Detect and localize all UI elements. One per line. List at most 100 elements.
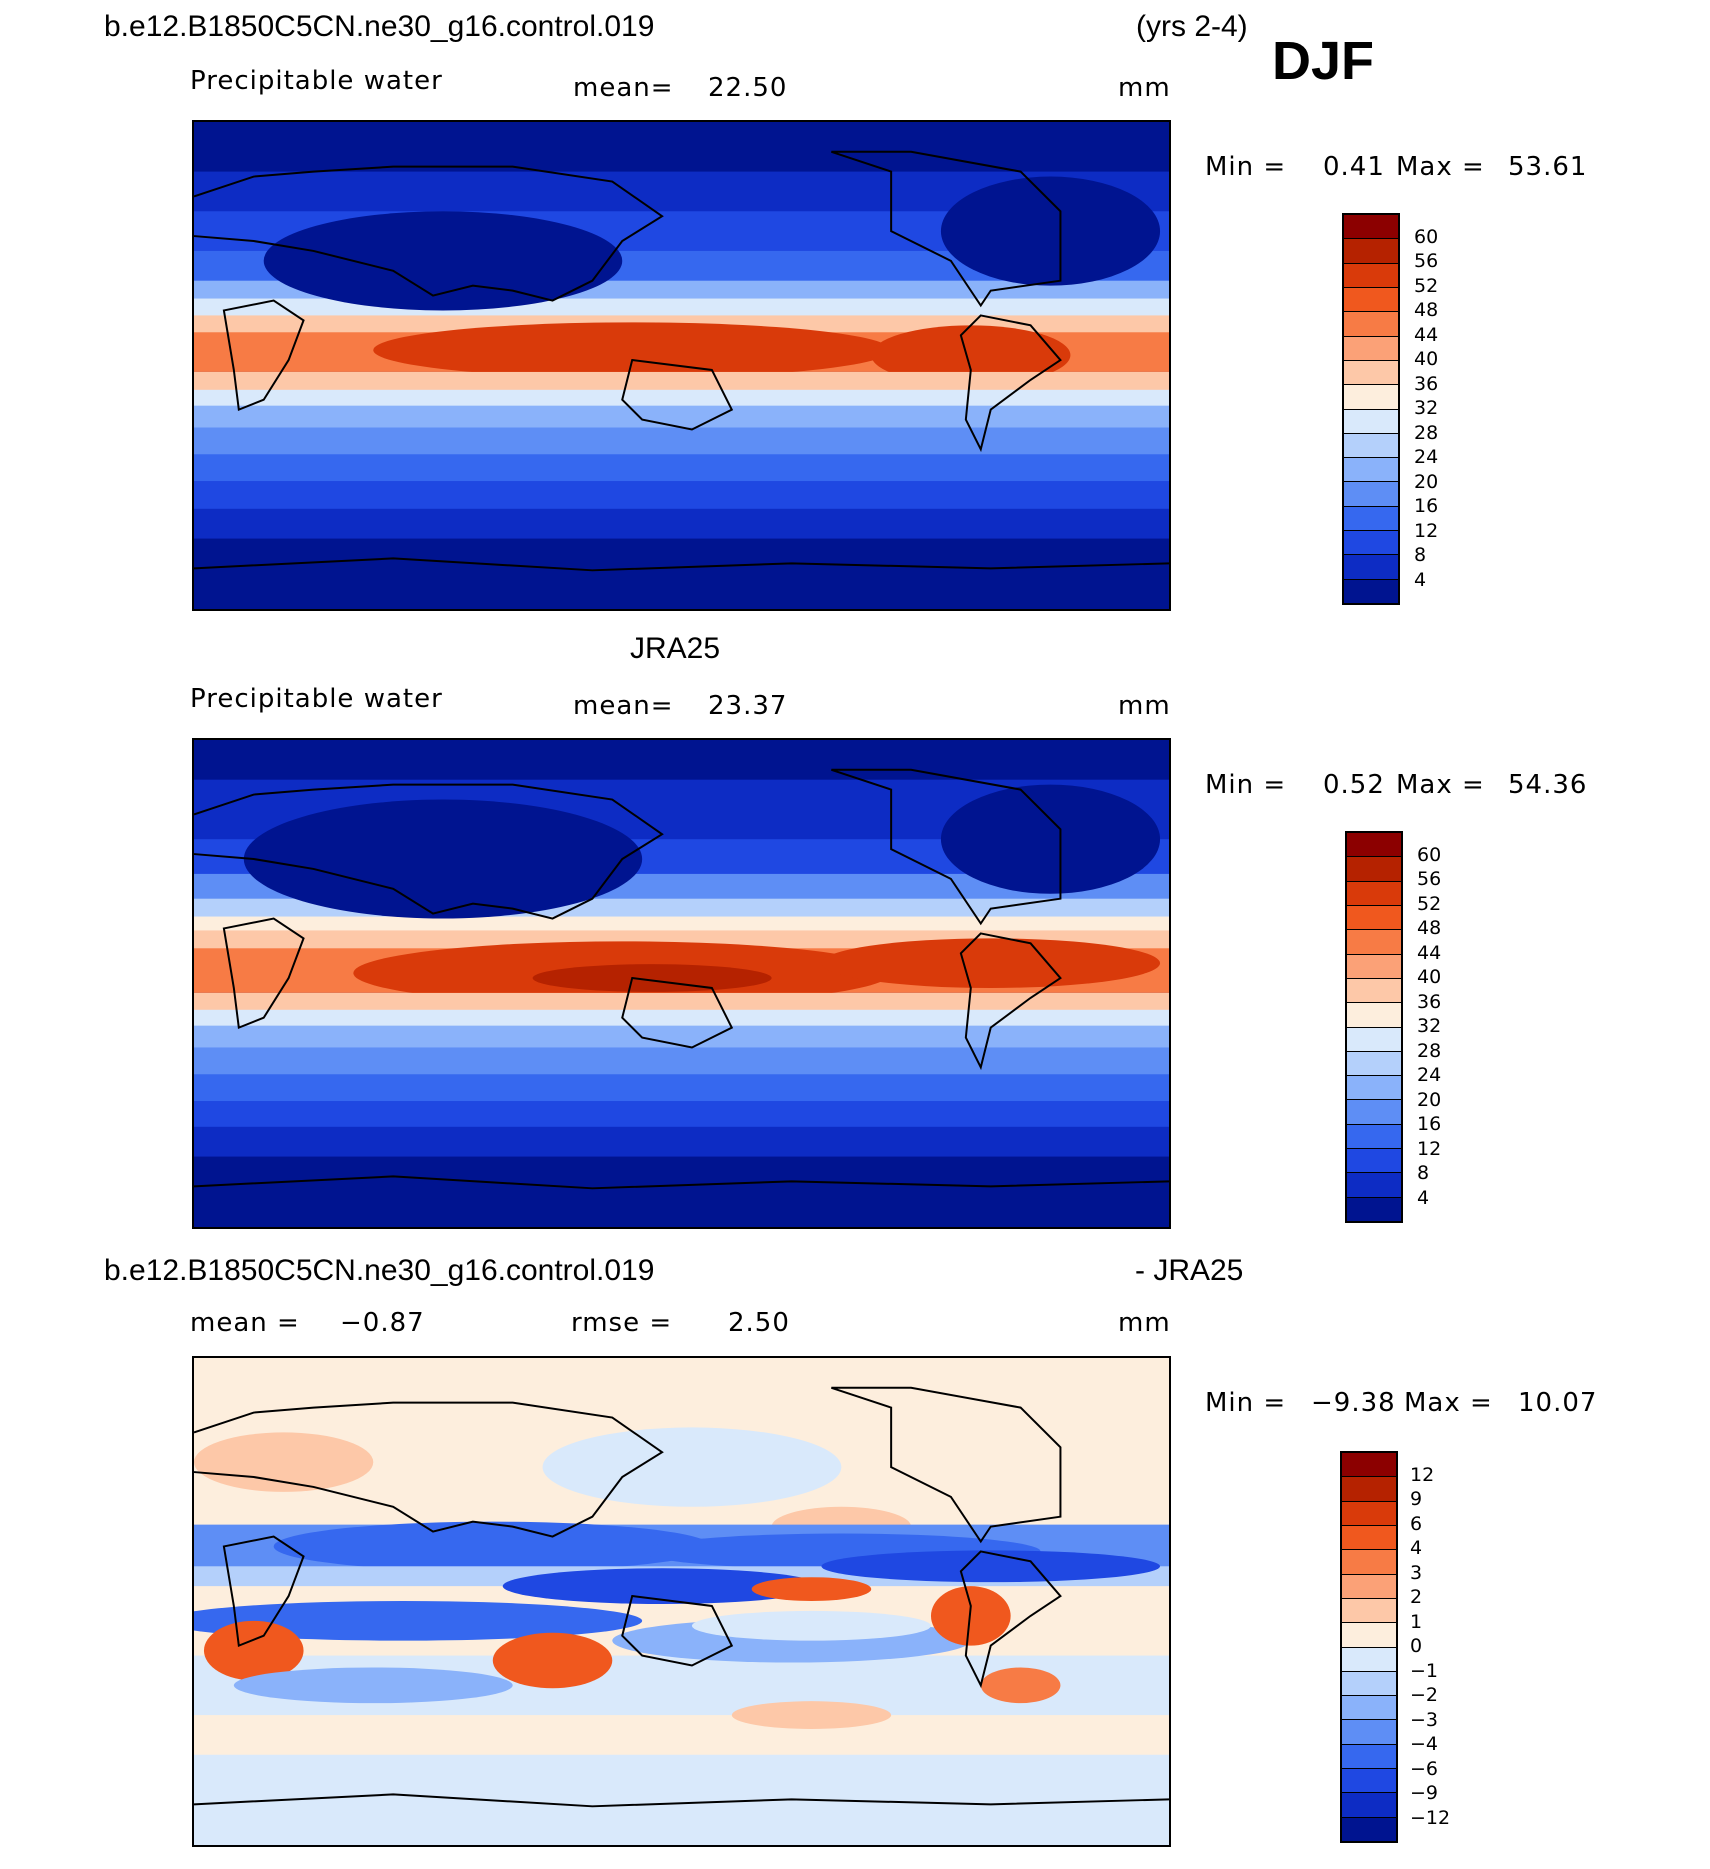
- panel2-mean-value: 23.37: [708, 691, 788, 721]
- colorbar-swatch: [1344, 433, 1398, 459]
- colorbar-tick-label: 8: [1417, 1162, 1430, 1184]
- colorbar-tick-label: 3: [1410, 1561, 1423, 1584]
- colorbar-tick-label: −2: [1410, 1684, 1439, 1706]
- colorbar-tick-label: −6: [1410, 1757, 1439, 1780]
- panel2-min-value: 0.52: [1323, 770, 1385, 800]
- panel1-min-value: 0.41: [1323, 152, 1385, 182]
- colorbar-tick-label: 4: [1414, 568, 1427, 591]
- colorbar-swatch: [1344, 409, 1398, 434]
- panel2-title: JRA25: [630, 632, 721, 665]
- colorbar-tick-label: 44: [1417, 941, 1442, 964]
- colorbar-swatch: [1342, 1769, 1396, 1794]
- colorbar-tick-label: 60: [1414, 225, 1439, 248]
- colorbar-swatch: [1344, 312, 1398, 337]
- colorbar-tick-label: 32: [1417, 1015, 1442, 1037]
- colorbar-tick-label: 56: [1414, 250, 1439, 272]
- colorbar-tick-label: 48: [1414, 299, 1439, 321]
- panel1-max-label: Max =: [1396, 152, 1485, 182]
- colorbar-swatch: [1347, 1100, 1401, 1125]
- colorbar-tick-label: 4: [1410, 1537, 1423, 1559]
- panel2-map-field: [194, 740, 1169, 1227]
- colorbar-tick-label: 52: [1414, 274, 1439, 297]
- colorbar-tick-label: 6: [1410, 1512, 1423, 1535]
- panel1-map-field: [194, 122, 1169, 609]
- colorbar-swatch: [1342, 1550, 1396, 1575]
- panel1-units: mm: [1118, 73, 1171, 103]
- colorbar-swatch: [1342, 1477, 1396, 1502]
- colorbar-swatch: [1342, 1453, 1396, 1478]
- panel3-min-label: Min =: [1205, 1388, 1287, 1418]
- colorbar-tick-label: 40: [1417, 966, 1442, 988]
- panel3-rmse-value: 2.50: [728, 1308, 790, 1338]
- colorbar-tick-label: 9: [1410, 1488, 1423, 1510]
- colorbar-tick-label: 24: [1414, 446, 1439, 468]
- colorbar-swatch: [1344, 555, 1398, 580]
- colorbar-swatch: [1347, 881, 1401, 906]
- colorbar-tick-label: 8: [1414, 544, 1427, 566]
- colorbar-swatch: [1344, 263, 1398, 288]
- season-label: DJF: [1272, 31, 1375, 91]
- panel1-variable: Precipitable water: [190, 66, 443, 96]
- panel1-min-label: Min =: [1205, 152, 1287, 182]
- colorbar-swatch: [1347, 978, 1401, 1004]
- colorbar-tick-label: 28: [1414, 421, 1439, 444]
- panel1-mean-value: 22.50: [708, 73, 788, 103]
- colorbar-swatch: [1342, 1623, 1396, 1648]
- colorbar-swatch: [1344, 215, 1398, 240]
- panel1-map: [192, 120, 1171, 611]
- panel3-units: mm: [1118, 1308, 1171, 1338]
- colorbar-tick-label: −9: [1410, 1782, 1439, 1804]
- colorbar-swatch: [1342, 1744, 1396, 1770]
- colorbar-swatch: [1344, 336, 1398, 361]
- colorbar-tick-label: 0: [1410, 1635, 1423, 1657]
- panel3-min-value: −9.38: [1311, 1388, 1396, 1418]
- panel3-mean-label: mean =: [190, 1308, 300, 1338]
- colorbar-swatch: [1344, 385, 1398, 410]
- colorbar-tick-label: 16: [1417, 1113, 1442, 1135]
- colorbar-swatch: [1342, 1720, 1396, 1745]
- years-label: (yrs 2-4): [1136, 10, 1248, 43]
- panel3-rmse-label: rmse =: [571, 1308, 673, 1338]
- panel2-variable: Precipitable water: [190, 684, 443, 714]
- panel2-mean-label: mean=: [573, 691, 674, 721]
- colorbar-tick-label: 36: [1414, 372, 1439, 395]
- panel3-map: [192, 1356, 1171, 1847]
- colorbar-swatch: [1344, 360, 1398, 386]
- colorbar-swatch: [1347, 1051, 1401, 1077]
- case-title: b.e12.B1850C5CN.ne30_g16.control.019: [104, 10, 655, 43]
- colorbar-swatch: [1344, 579, 1398, 603]
- colorbar-tick-label: 32: [1414, 397, 1439, 419]
- colorbar-swatch: [1347, 1149, 1401, 1174]
- colorbar-swatch: [1342, 1501, 1396, 1526]
- panel3-title-left: b.e12.B1850C5CN.ne30_g16.control.019: [104, 1254, 655, 1287]
- colorbar-swatch: [1344, 506, 1398, 532]
- panel2-map: [192, 738, 1171, 1229]
- panel3-title-right: - JRA25: [1135, 1254, 1244, 1287]
- colorbar-swatch: [1342, 1696, 1396, 1721]
- colorbar-swatch: [1344, 482, 1398, 507]
- colorbar-tick-label: 12: [1410, 1463, 1435, 1486]
- panel3-colorbar: [1340, 1451, 1398, 1843]
- panel3-map-field: [194, 1358, 1169, 1845]
- colorbar-swatch: [1342, 1671, 1396, 1697]
- colorbar-tick-label: 4: [1417, 1186, 1430, 1209]
- panel1-max-value: 53.61: [1508, 152, 1588, 182]
- colorbar-tick-label: 56: [1417, 868, 1442, 890]
- colorbar-tick-label: 12: [1414, 519, 1439, 542]
- colorbar-swatch: [1347, 857, 1401, 882]
- colorbar-tick-label: 44: [1414, 323, 1439, 346]
- colorbar-tick-label: 2: [1410, 1586, 1423, 1608]
- panel3-max-value: 10.07: [1518, 1388, 1598, 1418]
- colorbar-tick-label: 20: [1414, 470, 1439, 493]
- colorbar-swatch: [1347, 1003, 1401, 1028]
- colorbar-tick-label: 48: [1417, 917, 1442, 939]
- panel1-colorbar: [1342, 213, 1400, 605]
- panel2-units: mm: [1118, 691, 1171, 721]
- colorbar-swatch: [1347, 1173, 1401, 1198]
- colorbar-tick-label: 16: [1414, 495, 1439, 517]
- colorbar-tick-label: −12: [1410, 1806, 1451, 1829]
- colorbar-swatch: [1342, 1525, 1396, 1551]
- colorbar-tick-label: 24: [1417, 1064, 1442, 1086]
- colorbar-swatch: [1347, 1076, 1401, 1101]
- colorbar-swatch: [1342, 1647, 1396, 1672]
